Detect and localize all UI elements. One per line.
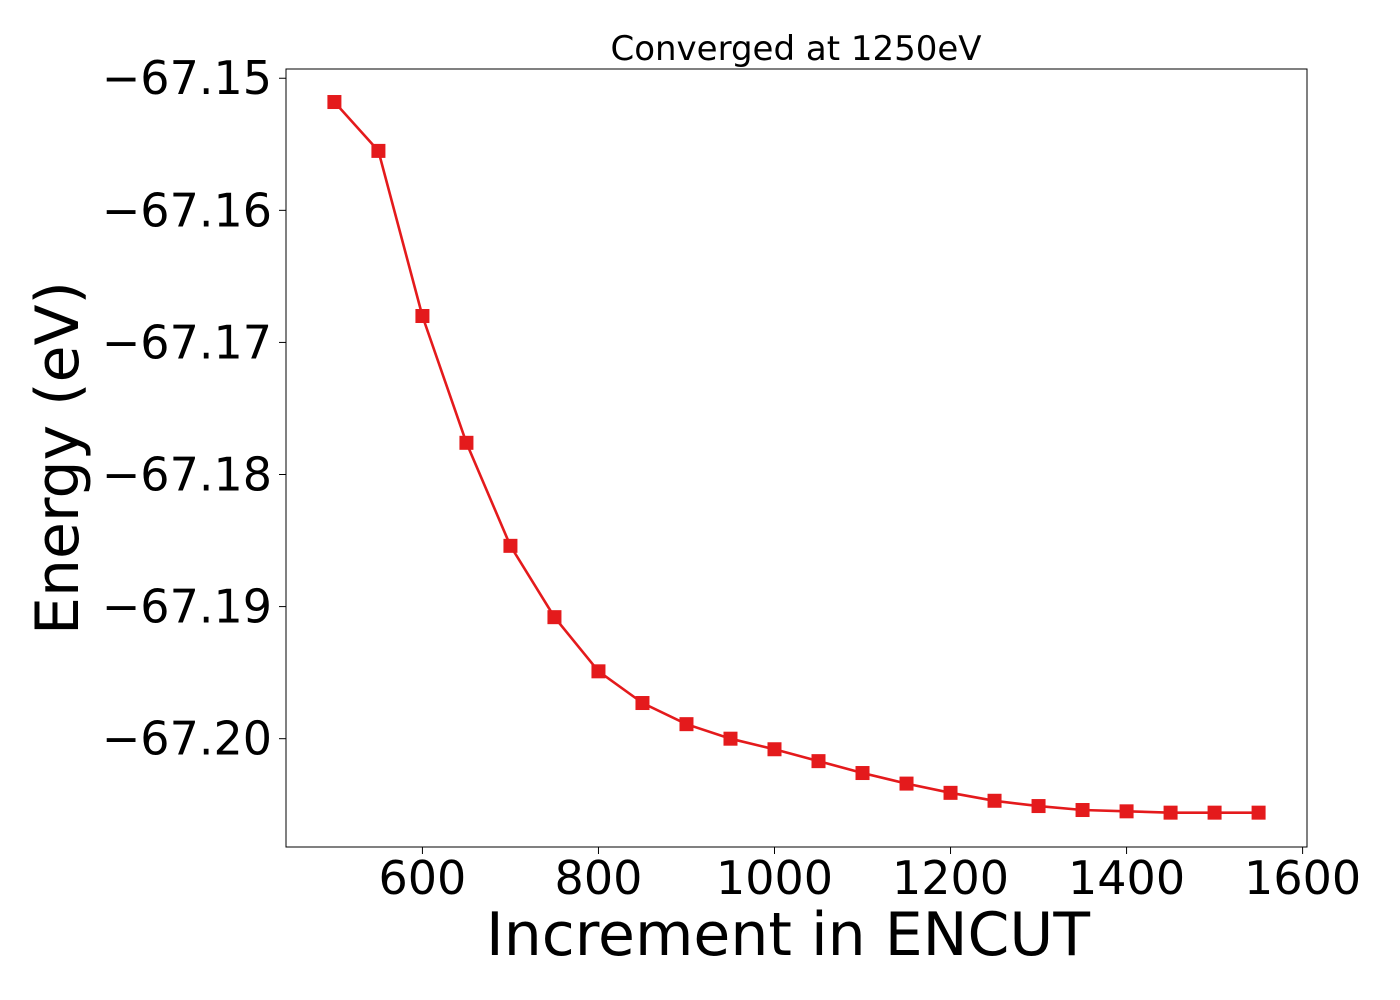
data-series bbox=[327, 95, 1266, 820]
data-point bbox=[635, 696, 650, 711]
x-tick-label: 1200 bbox=[892, 851, 1009, 905]
data-point bbox=[547, 610, 562, 625]
x-axis-ticks: 600 800 1000 1200 1400 1600 bbox=[379, 847, 1361, 905]
data-point bbox=[1251, 805, 1266, 820]
y-axis-label: Energy (eV) bbox=[23, 281, 93, 635]
data-point bbox=[459, 435, 474, 450]
data-point bbox=[503, 538, 518, 553]
data-point bbox=[811, 754, 826, 769]
y-tick-label: −67.19 bbox=[102, 580, 272, 634]
data-point bbox=[767, 742, 782, 757]
data-point bbox=[899, 776, 914, 791]
data-point bbox=[327, 95, 342, 110]
data-point bbox=[1075, 803, 1090, 818]
data-point bbox=[1207, 805, 1222, 820]
y-tick-label: −67.16 bbox=[102, 183, 272, 237]
y-axis-ticks: −67.15 −67.16 −67.17 −67.18 −67.19 −67.20 bbox=[102, 51, 286, 766]
x-tick-label: 1000 bbox=[716, 851, 833, 905]
y-tick-label: −67.17 bbox=[102, 315, 272, 369]
x-tick-label: 1400 bbox=[1068, 851, 1185, 905]
x-axis-label: Increment in ENCUT bbox=[486, 900, 1090, 970]
data-point bbox=[943, 785, 958, 800]
x-tick-label: 800 bbox=[555, 851, 643, 905]
plot-area-frame bbox=[285, 68, 1308, 848]
y-tick-label: −67.20 bbox=[102, 712, 272, 766]
data-point bbox=[679, 717, 694, 732]
y-tick-label: −67.15 bbox=[102, 51, 272, 105]
data-point bbox=[371, 143, 386, 158]
x-tick-label: 1600 bbox=[1244, 851, 1361, 905]
data-point bbox=[1031, 799, 1046, 814]
data-point bbox=[415, 309, 430, 324]
data-point bbox=[855, 766, 870, 781]
data-point bbox=[1119, 804, 1134, 819]
data-point bbox=[723, 731, 738, 746]
data-point bbox=[591, 664, 606, 679]
series-line bbox=[333, 101, 1259, 815]
data-point bbox=[987, 793, 1002, 808]
data-point bbox=[1163, 805, 1178, 820]
chart-title: Converged at 1250eV bbox=[610, 29, 981, 69]
x-tick-label: 600 bbox=[379, 851, 467, 905]
y-tick-label: −67.18 bbox=[102, 448, 272, 502]
